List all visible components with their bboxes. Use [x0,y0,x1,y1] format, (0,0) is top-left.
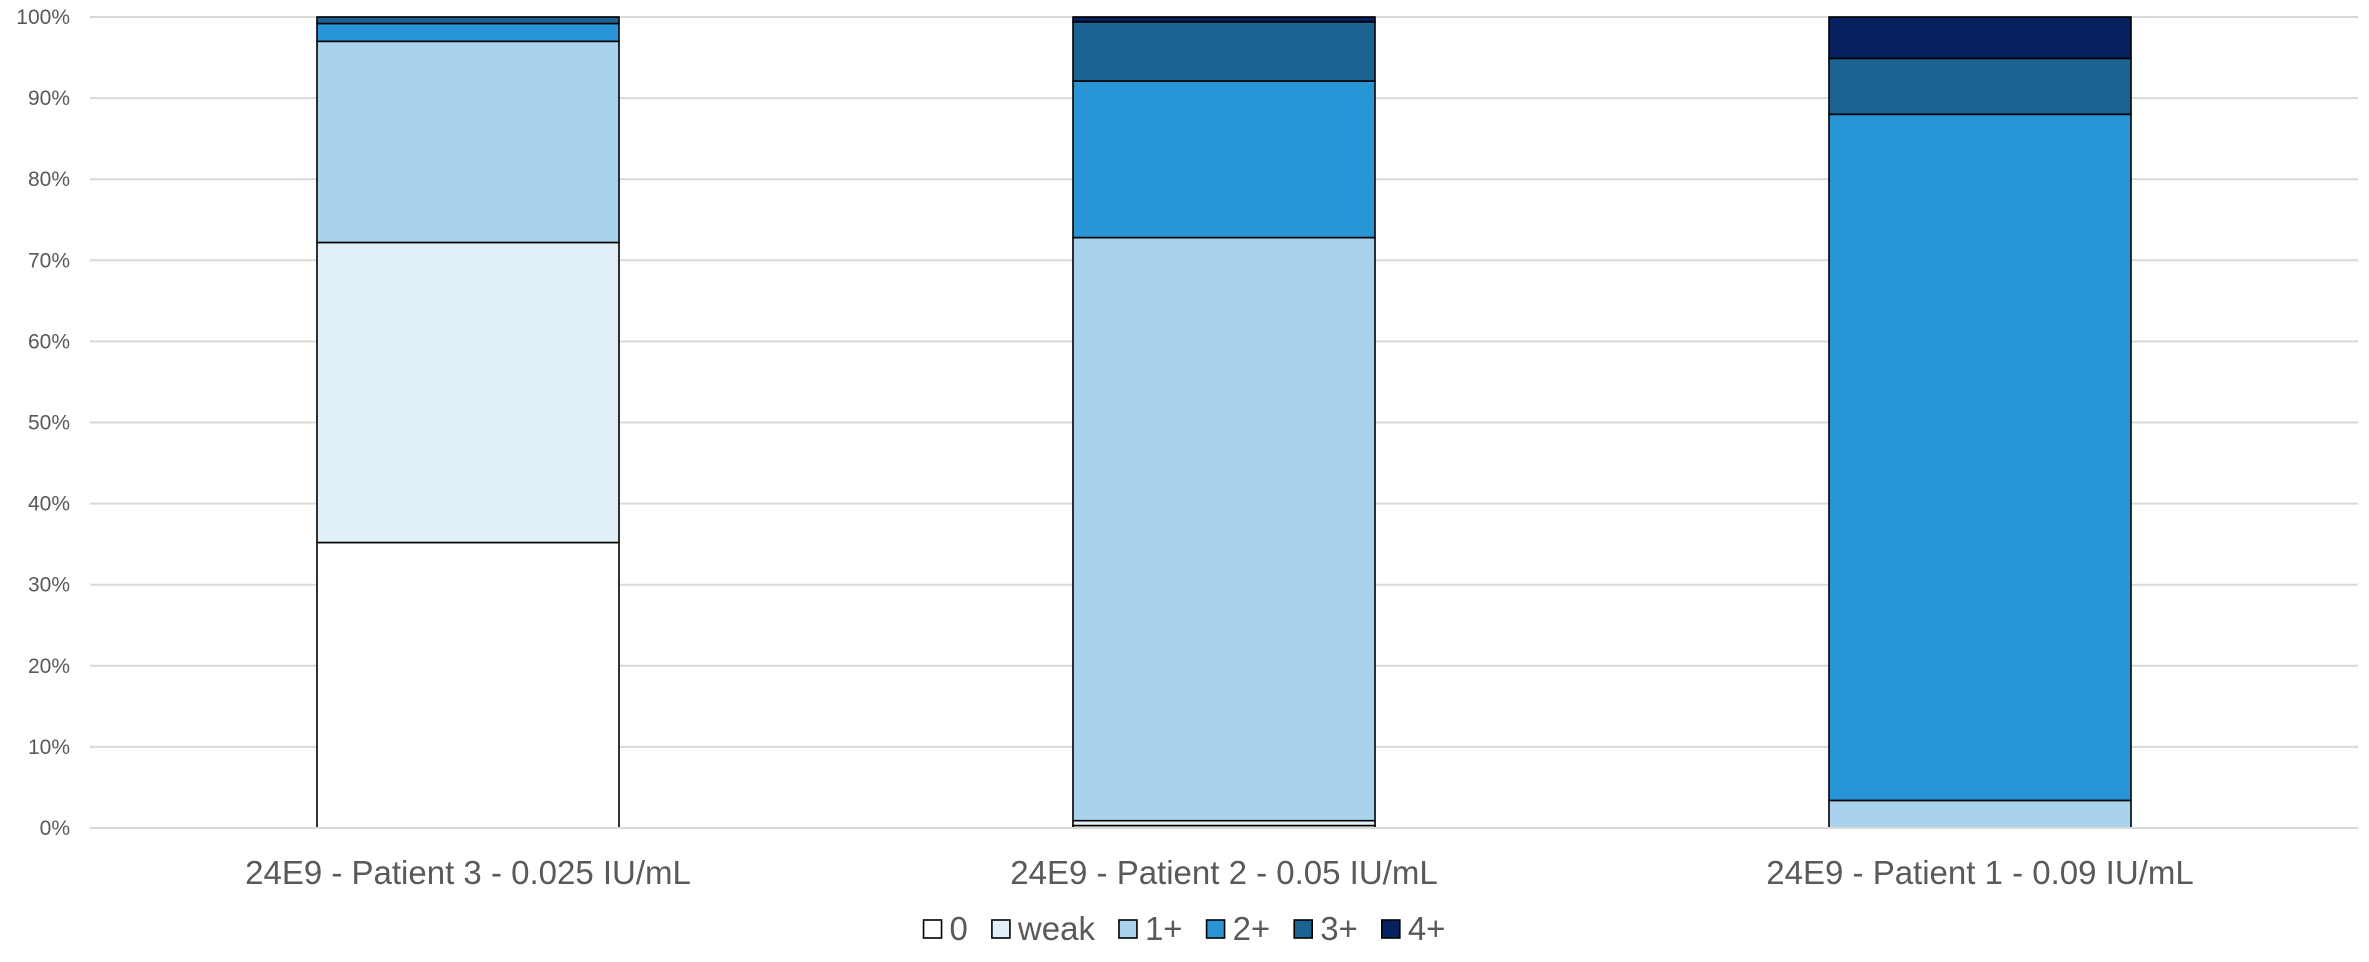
x-category-label: 24E9 - Patient 3 - 0.025 IU/mL [245,854,691,891]
bar-segment-1plus [1828,799,2132,829]
bar-segment-1plus [316,40,620,244]
y-tick-label: 70% [28,249,70,272]
bar-segment-4plus [1828,16,2132,60]
bar-segment-3plus [1828,57,2132,116]
legend-swatch [1381,919,1401,939]
bar-segment-2plus [316,22,620,43]
y-tick-label: 30% [28,574,70,597]
legend-label: 2+ [1233,910,1271,947]
y-tick-label: 50% [28,412,70,435]
y-tick-label: 0% [40,817,70,840]
bar-segment-2plus [1072,80,1376,239]
y-tick-label: 90% [28,87,70,110]
y-tick-label: 80% [28,168,70,191]
y-tick-label: 20% [28,655,70,678]
legend-swatch [991,919,1011,939]
legend-item-1plus: 1+ [1118,910,1183,947]
y-tick-label: 40% [28,493,70,516]
x-axis-category-labels: 24E9 - Patient 3 - 0.025 IU/mL 24E9 - Pat… [245,854,2194,891]
bars [316,16,2132,829]
y-axis-ticks: 0% 10% 20% 30% 40% 50% 60% 70% 80% 90% 100% [16,6,70,840]
bar-segment-3plus [1072,21,1376,82]
legend-label: 3+ [1320,910,1358,947]
bar-segment-4plus [1072,16,1376,23]
bar-stack [316,16,620,829]
legend-swatch [1205,919,1226,939]
bar-stack [1828,16,2132,829]
legend-label: 0 [950,910,968,947]
bar-segment-weak [316,241,620,544]
legend-label: weak [1017,910,1096,947]
legend-item-4plus: 4+ [1381,910,1446,947]
y-tick-label: 100% [16,6,70,29]
x-category-label: 24E9 - Patient 1 - 0.09 IU/mL [1766,854,2193,891]
y-tick-label: 60% [28,330,70,353]
x-category-label: 24E9 - Patient 2 - 0.05 IU/mL [1010,854,1437,891]
legend-swatch [1118,919,1138,939]
y-tick-label: 10% [28,736,70,759]
bar-segment-3plus [316,16,620,25]
legend-swatch [922,919,943,939]
legend-item-3plus: 3+ [1293,910,1358,947]
legend-swatch [1293,919,1314,939]
legend-label: 1+ [1145,910,1183,947]
bar-segment-0 [316,541,620,829]
legend-item-weak: weak [991,910,1096,947]
bar-stack [1072,16,1376,829]
legend-item-0: 0 [922,910,968,947]
legend: 0 weak 1+ 2+ 3+ 4+ [922,910,1446,947]
bar-segment-2plus [1828,113,2132,802]
legend-label: 4+ [1408,910,1446,947]
legend-item-2plus: 2+ [1205,910,1271,947]
bar-segment-1plus [1072,236,1376,822]
